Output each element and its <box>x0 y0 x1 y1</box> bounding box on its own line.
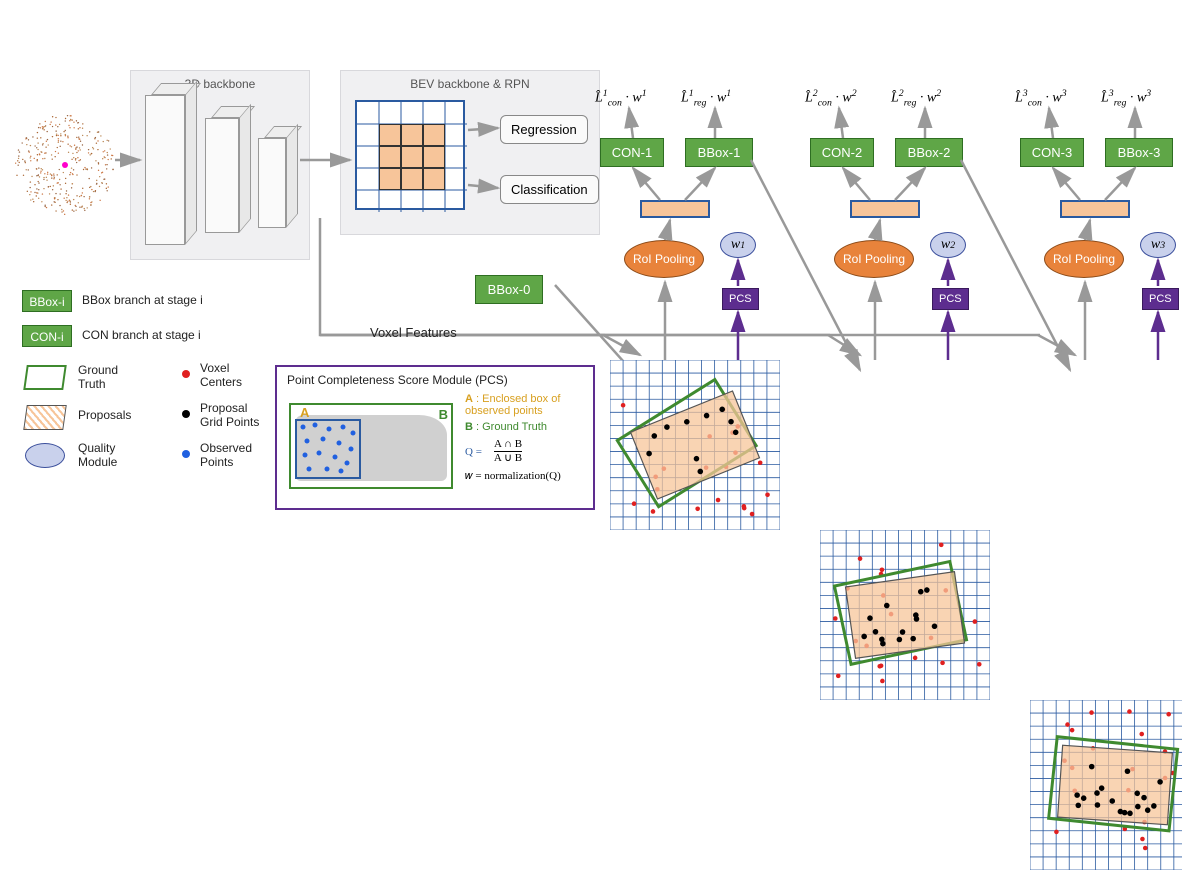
stage-3-con: CON-3 <box>1020 138 1084 167</box>
legend-observed-dot <box>182 450 190 458</box>
stage-1-bbox: BBox-1 <box>685 138 753 167</box>
stage-1-roi-pooling: RoI Pooling <box>624 240 704 278</box>
legend-gt-label: Ground Truth <box>78 363 118 391</box>
stage-1-w: w1 <box>720 232 756 258</box>
stage-3-pcs: PCS <box>1142 288 1179 310</box>
pcs-frac-top: A ∩ B <box>494 439 522 450</box>
stage-1-loss-con: L̂1con · w1 <box>595 88 647 108</box>
stage-3-roi-pooling: RoI Pooling <box>1044 240 1124 278</box>
pcs-title: Point Completeness Score Module (PCS) <box>287 373 508 387</box>
legend-voxel-dot <box>182 370 190 378</box>
stage-2-feature-grid <box>820 530 990 700</box>
stage-2-con: CON-2 <box>810 138 874 167</box>
legend-bbox-i-desc: BBox branch at stage i <box>82 293 203 307</box>
stage-1-con: CON-1 <box>600 138 664 167</box>
stage-2-loss-reg: L̂2reg · w2 <box>891 88 941 108</box>
legend-bbox-i-box: BBox-i <box>22 290 72 312</box>
pcs-observed-dots <box>295 419 361 479</box>
pcs-q: Q = <box>465 446 482 458</box>
legend-con-i-box: CON-i <box>22 325 72 347</box>
stage-1-loss-reg: L̂1reg · w1 <box>681 88 731 108</box>
legend-proposals-symbol <box>23 405 67 430</box>
stage-3-feature-grid <box>1030 700 1182 870</box>
legend-gridpt-dot <box>182 410 190 418</box>
pcs-w-line: 𝑤 = normalization(Q) <box>465 470 561 483</box>
legend-quality-symbol <box>25 443 65 468</box>
pcs-b-label: B <box>439 407 448 422</box>
pcs-b-key: B <box>465 421 473 433</box>
legend-quality-label: Quality Module <box>78 441 117 469</box>
stage-2-feature <box>850 200 920 218</box>
pcs-a-label: A <box>300 405 309 420</box>
legend-observed-label: Observed Points <box>200 441 252 469</box>
pcs-b-desc: Ground Truth <box>482 421 547 433</box>
label-voxel-features: Voxel Features <box>370 325 457 340</box>
legend-gt-symbol <box>23 365 67 390</box>
stage-2-bbox: BBox-2 <box>895 138 963 167</box>
pcs-frac-bot: A ∪ B <box>494 453 522 464</box>
bbox-0: BBox-0 <box>475 275 543 304</box>
stage-1-feature-grid <box>610 360 780 530</box>
stage-2-loss-con: L̂2con · w2 <box>805 88 857 108</box>
stage-3-feature <box>1060 200 1130 218</box>
legend-gridpt-label: Proposal Grid Points <box>200 401 259 429</box>
legend-proposals-label: Proposals <box>78 408 131 422</box>
legend-voxel-label: Voxel Centers <box>200 361 242 389</box>
stage-3-bbox: BBox-3 <box>1105 138 1173 167</box>
stage-1-pcs: PCS <box>722 288 759 310</box>
stage-2-pcs: PCS <box>932 288 969 310</box>
legend-con-i-desc: CON branch at stage i <box>82 328 201 342</box>
stage-3-w: w3 <box>1140 232 1176 258</box>
stage-2-w: w2 <box>930 232 966 258</box>
stage-3-loss-con: L̂3con · w3 <box>1015 88 1067 108</box>
pcs-a-desc: Enclosed box of observed points <box>465 393 560 417</box>
pcs-module: Point Completeness Score Module (PCS) B … <box>275 365 595 510</box>
pcs-a-key: A <box>465 393 473 405</box>
stage-2-roi-pooling: RoI Pooling <box>834 240 914 278</box>
stage-1-feature <box>640 200 710 218</box>
stage-3-loss-reg: L̂3reg · w3 <box>1101 88 1151 108</box>
